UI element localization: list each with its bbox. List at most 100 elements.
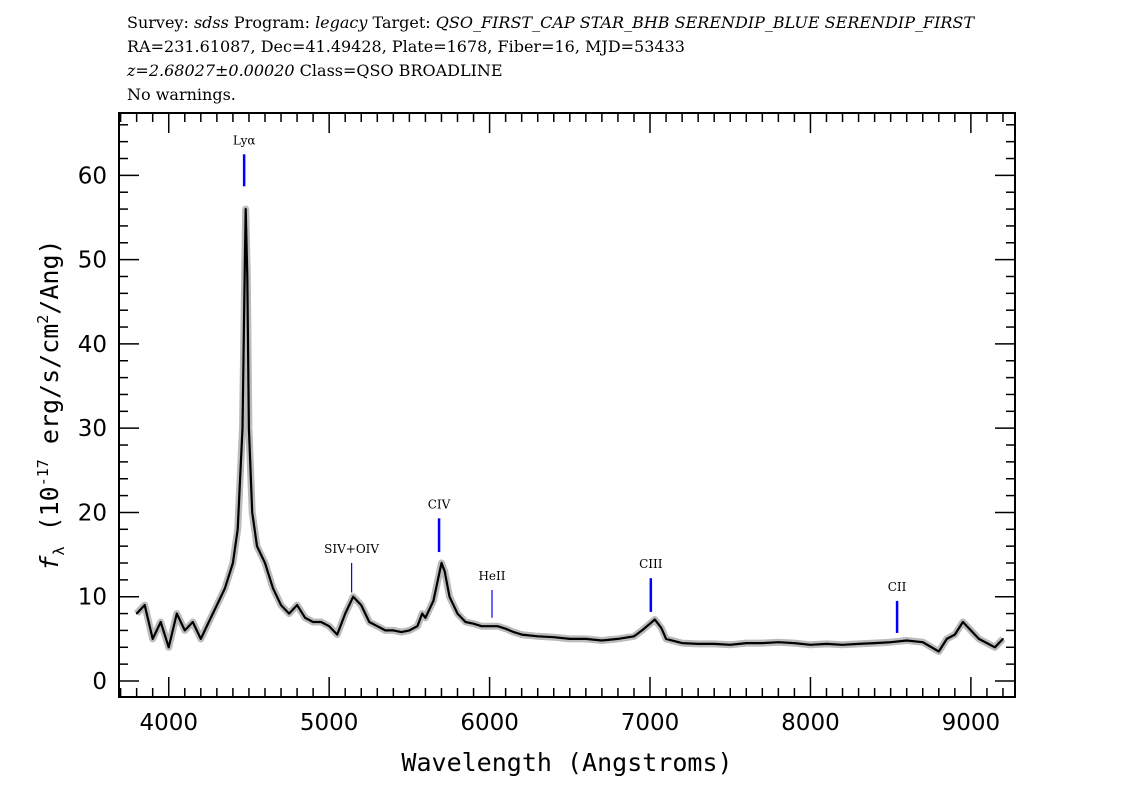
redshift-value: z=2.68027±0.00020 bbox=[127, 61, 295, 80]
flux-point bbox=[400, 631, 403, 633]
flux-point bbox=[151, 638, 154, 640]
flux-point bbox=[649, 622, 651, 625]
flux-point bbox=[889, 641, 892, 644]
line-marker-label: CII bbox=[888, 580, 907, 594]
header-line-coordinates: RA=231.61087, Dec=41.49428, Plate=1678, … bbox=[127, 37, 685, 56]
flux-point bbox=[512, 631, 515, 633]
x-tick-label: 6000 bbox=[460, 710, 519, 736]
flux-point bbox=[954, 633, 956, 636]
y-tick-label: 20 bbox=[78, 500, 107, 526]
flux-point bbox=[244, 208, 247, 210]
flux-point bbox=[236, 528, 239, 531]
line-markers: Lyα SIV+OIV CIV HeII CIII CII bbox=[233, 133, 907, 633]
y-tick-label: 50 bbox=[78, 248, 107, 274]
flux-point bbox=[312, 621, 314, 623]
tick-labels: 4000 5000 6000 7000 8000 9000 0 10 20 30 40 50 60 bbox=[78, 163, 1000, 736]
flux-point bbox=[761, 642, 764, 644]
flux-point bbox=[962, 621, 964, 623]
flux-point bbox=[488, 625, 491, 628]
flux-point bbox=[617, 638, 619, 640]
flux-point bbox=[480, 625, 483, 628]
flux-point bbox=[246, 275, 249, 278]
flux-point bbox=[994, 646, 996, 649]
flux-point bbox=[825, 643, 828, 645]
flux-series bbox=[135, 208, 1004, 653]
x-axis-title: Wavelength (Angstroms) bbox=[401, 748, 732, 777]
line-marker-label: HeII bbox=[478, 569, 505, 583]
flux-point bbox=[978, 638, 980, 640]
flux-point bbox=[873, 642, 876, 644]
flux-point bbox=[421, 612, 424, 615]
flux-point bbox=[1002, 638, 1004, 640]
flux-point bbox=[777, 641, 780, 644]
flux-point bbox=[456, 612, 459, 615]
flux-point bbox=[360, 604, 363, 606]
flux-point bbox=[921, 641, 924, 644]
flux-point bbox=[585, 638, 587, 640]
plot-frame bbox=[118, 112, 1016, 698]
flux-point bbox=[793, 642, 796, 644]
flux-point bbox=[601, 639, 603, 642]
error-band bbox=[134, 205, 1006, 655]
flux-point bbox=[191, 621, 194, 623]
flux-point bbox=[681, 642, 683, 644]
flux-point bbox=[633, 635, 635, 638]
survey-label: Survey: bbox=[127, 13, 189, 32]
flux-point bbox=[569, 638, 571, 640]
flux-point bbox=[937, 650, 940, 653]
flux-point bbox=[352, 595, 355, 598]
flux-point bbox=[256, 545, 258, 547]
flux-point bbox=[264, 562, 266, 564]
flux-point bbox=[183, 629, 186, 632]
x-tick-label: 4000 bbox=[139, 710, 198, 736]
x-tick-label: 5000 bbox=[300, 710, 359, 736]
target-label: Target: bbox=[372, 13, 431, 32]
flux-point bbox=[713, 643, 715, 645]
flux-point bbox=[241, 427, 244, 429]
line-marker-label: CIII bbox=[639, 557, 663, 571]
line-marker-label: SIV+OIV bbox=[324, 542, 379, 556]
flux-point bbox=[376, 625, 379, 628]
flux-point bbox=[665, 638, 667, 640]
header-line-survey: Survey: sdss Program: legacy Target: QSO… bbox=[127, 13, 974, 33]
y-tick-label: 10 bbox=[78, 585, 107, 611]
class-value: Class=QSO BROADLINE bbox=[299, 61, 503, 80]
flux-point bbox=[143, 604, 146, 606]
flux-point bbox=[392, 629, 395, 632]
flux-point bbox=[841, 643, 844, 646]
x-tick-label: 7000 bbox=[621, 710, 680, 736]
flux-point bbox=[175, 612, 178, 615]
flux-point bbox=[552, 636, 555, 638]
flux-point bbox=[224, 587, 226, 590]
y-tick-label: 0 bbox=[92, 669, 107, 695]
y-tick-label: 30 bbox=[78, 416, 107, 442]
flux-point bbox=[536, 635, 539, 638]
flux-point bbox=[344, 612, 347, 615]
x-tick-label: 8000 bbox=[781, 710, 840, 736]
y-axis-title: fλ (10-17 erg/s/cm2/Ang) bbox=[34, 239, 68, 570]
program-value: legacy bbox=[315, 13, 368, 32]
flux-point bbox=[697, 643, 699, 645]
flux-point bbox=[496, 625, 499, 628]
flux-point bbox=[216, 604, 218, 606]
flux-point bbox=[905, 639, 908, 642]
flux-point bbox=[384, 629, 387, 632]
flux-point bbox=[272, 587, 274, 590]
line-marker-label: Lyα bbox=[233, 133, 256, 147]
flux-point bbox=[424, 616, 427, 619]
flux-point bbox=[200, 638, 202, 640]
flux-point bbox=[280, 604, 282, 606]
flux-point bbox=[159, 621, 162, 623]
flux-point bbox=[432, 600, 435, 602]
flux-point bbox=[464, 621, 467, 623]
header-warnings: No warnings. bbox=[127, 85, 236, 104]
flux-point bbox=[970, 629, 972, 632]
flux-point bbox=[296, 604, 298, 606]
flux-point bbox=[946, 638, 948, 640]
flux-point bbox=[248, 427, 250, 429]
flux-point bbox=[244, 258, 246, 261]
flux-point bbox=[232, 562, 234, 564]
flux-point bbox=[986, 642, 988, 644]
flux-line bbox=[135, 208, 1004, 653]
